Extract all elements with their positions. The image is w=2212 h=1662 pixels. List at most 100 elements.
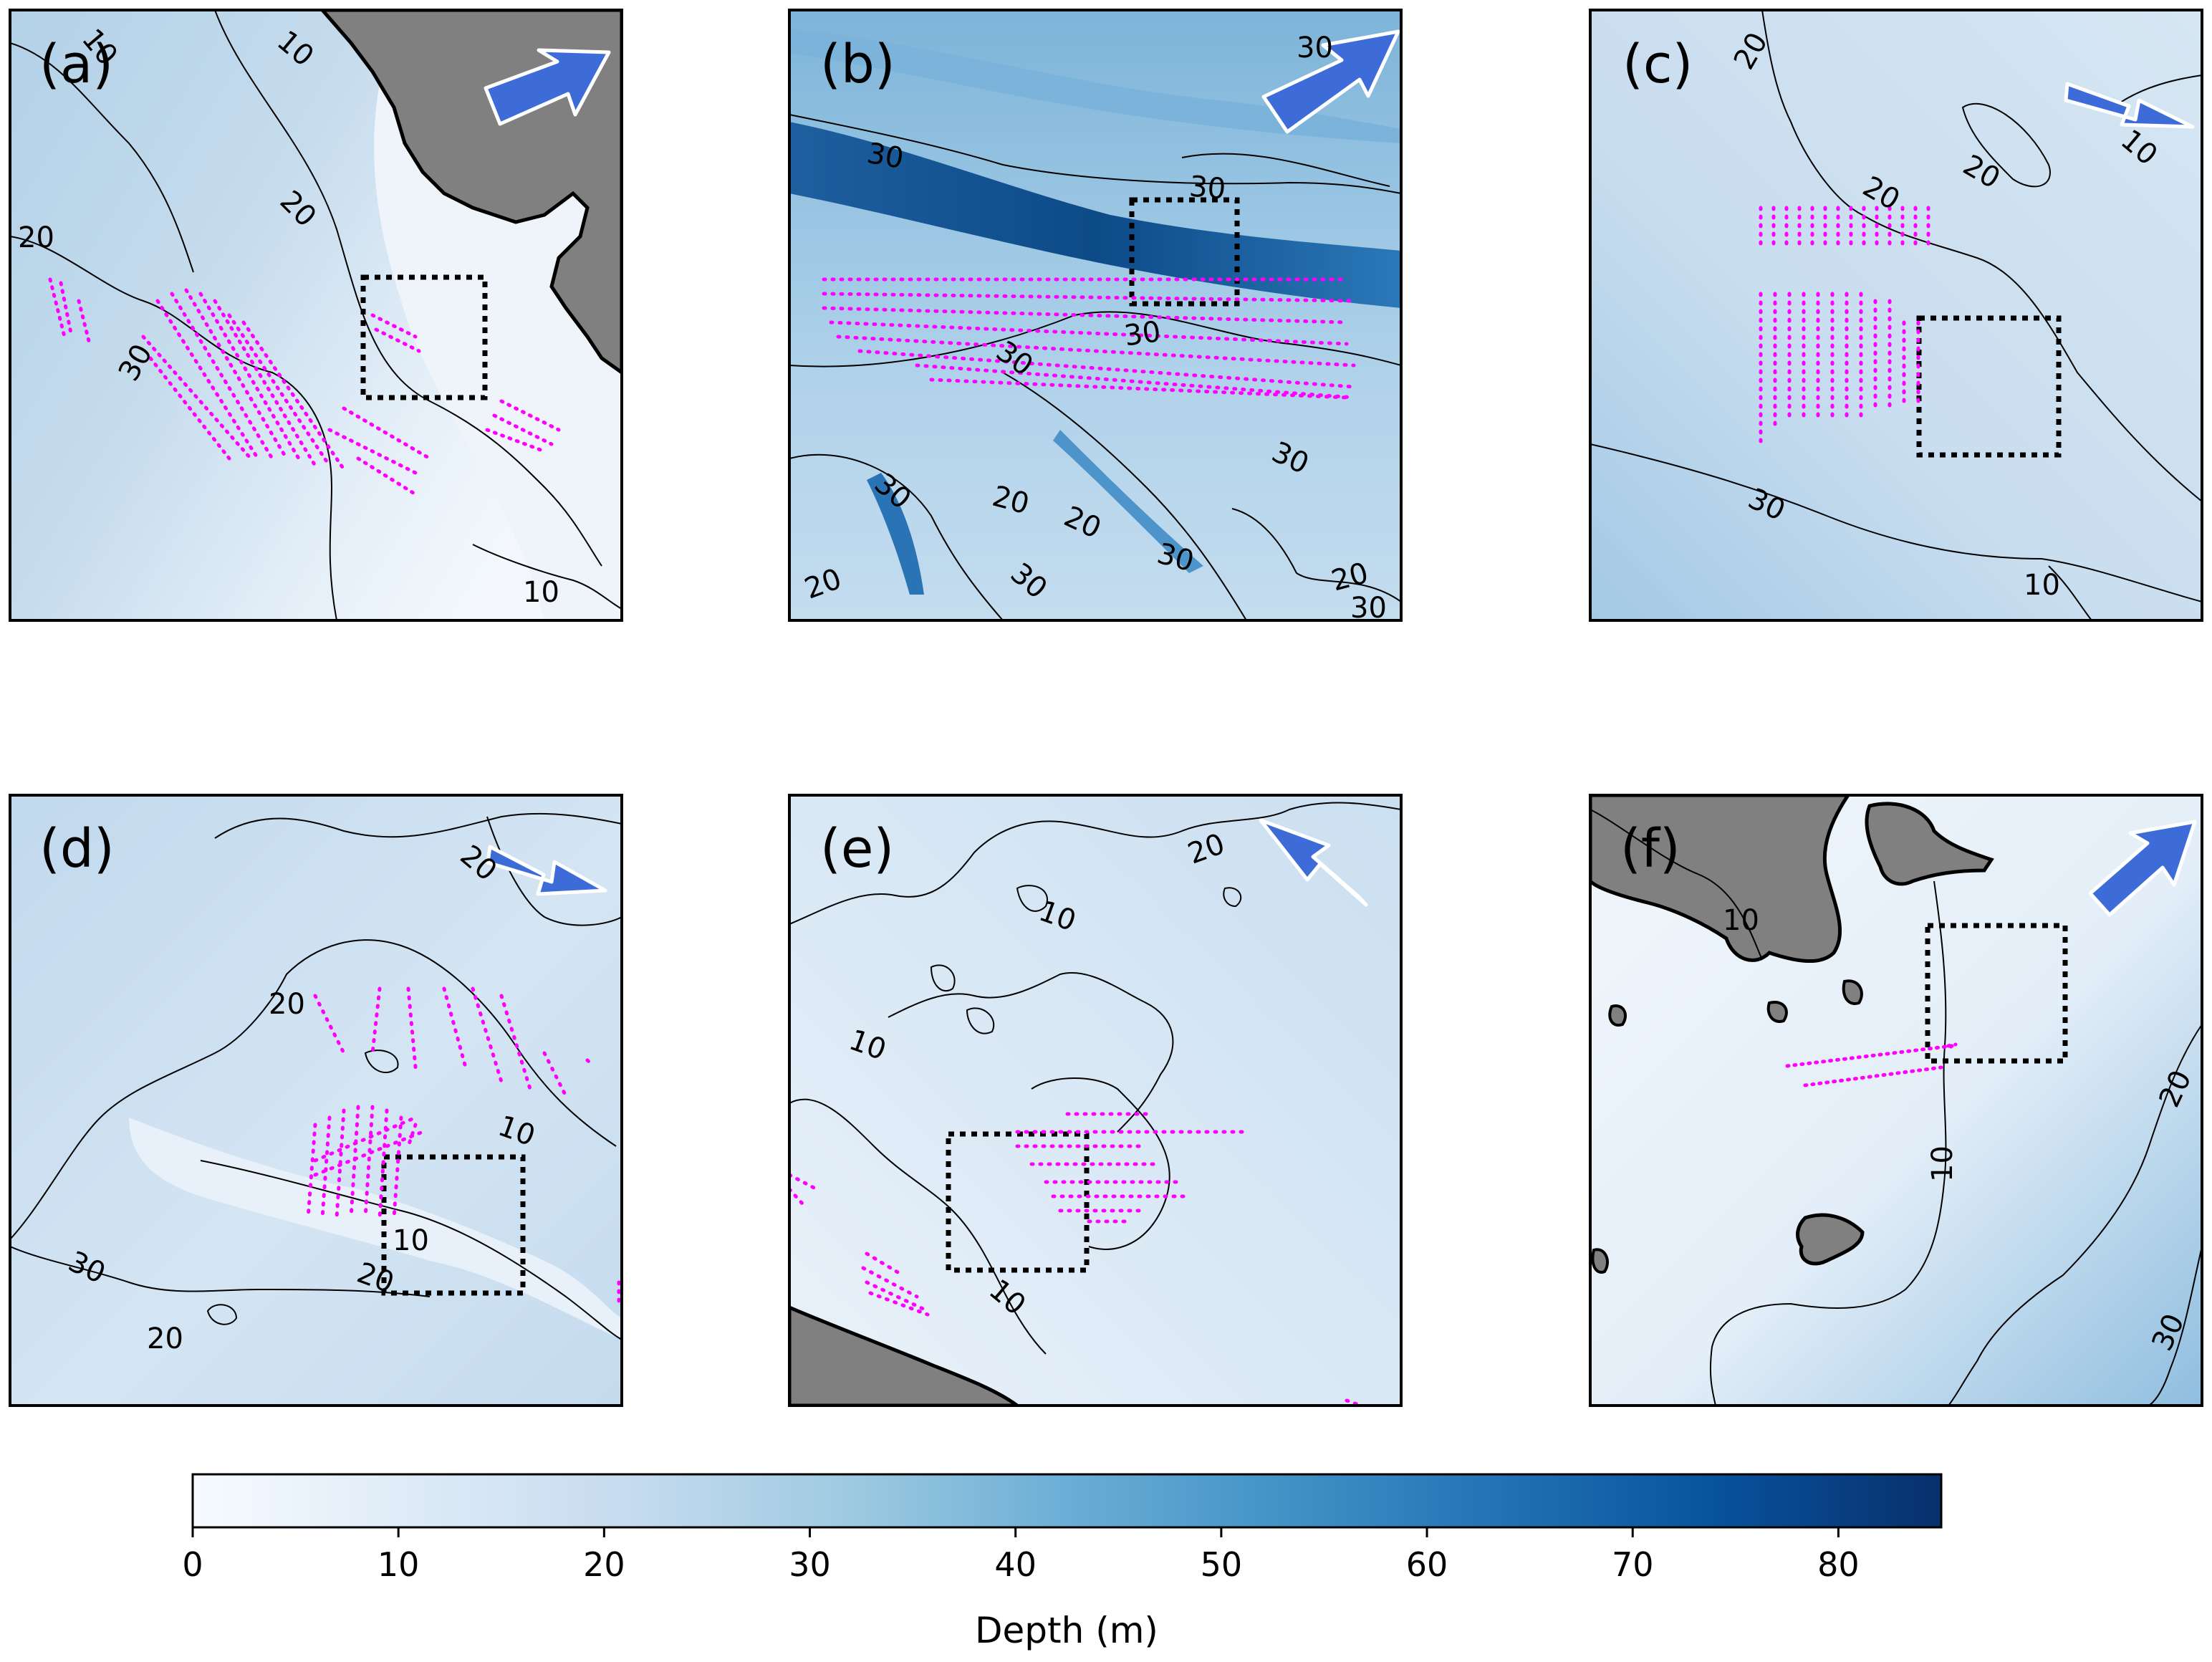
panel-label: (f) <box>1620 818 1680 880</box>
contour-line <box>10 1246 431 1297</box>
panel-frame <box>9 794 623 1407</box>
panel-f: 10 10 20 30 (f) <box>1589 794 2203 1407</box>
current-arrow <box>2088 820 2197 917</box>
land-mass <box>1608 1004 1627 1027</box>
contour-line <box>214 812 622 839</box>
contour-line <box>789 114 1401 194</box>
contour-label: 10 <box>1723 904 1759 937</box>
contour-line <box>1709 880 1947 1406</box>
current-arrow <box>486 845 607 896</box>
contour-label: 20 <box>18 221 54 254</box>
contour-line <box>214 10 602 567</box>
survey-points <box>789 1112 1363 1406</box>
current-arrow <box>2064 82 2195 129</box>
contour-line <box>200 1160 622 1340</box>
deep-channel <box>1053 430 1203 573</box>
panel-frame <box>1589 794 2203 1407</box>
contour-line <box>1181 153 1390 187</box>
survey-points <box>822 277 1356 400</box>
bathymetry-field <box>789 795 1401 1406</box>
contour-line <box>789 802 1401 925</box>
contour-line <box>364 1049 399 1074</box>
panel-frame <box>9 9 623 622</box>
contour-line <box>789 311 1401 368</box>
contour-line <box>1948 1024 2202 1406</box>
contour-line <box>1231 508 1401 602</box>
land-mass <box>1590 795 1851 963</box>
contour-line <box>2048 565 2092 620</box>
panel-label: (e) <box>820 818 894 880</box>
survey-points <box>306 986 621 1306</box>
land-mass <box>1865 802 1994 886</box>
contour-label: 10 <box>2024 569 2060 602</box>
panel-frame <box>1589 9 2203 622</box>
panel-frame <box>788 794 1403 1407</box>
land-mass <box>789 1305 1021 1406</box>
contour-line <box>10 42 194 273</box>
study-box <box>381 1154 526 1296</box>
study-box <box>1925 923 2068 1064</box>
land-mass <box>1591 1248 1609 1274</box>
contour-label: 30 <box>865 137 906 176</box>
contour-line <box>966 1007 995 1034</box>
colorbar-tick-label: 40 <box>994 1545 1037 1584</box>
contour-line <box>2148 1246 2202 1406</box>
contour-line <box>206 1304 238 1325</box>
study-box <box>360 274 488 400</box>
colorbar-tick-label: 60 <box>1406 1545 1448 1584</box>
deep-channel <box>789 29 1401 143</box>
contour-line <box>1016 885 1048 912</box>
panel-e: 20 10 10 10 (e) <box>788 794 1403 1407</box>
contour-line <box>1590 809 1763 961</box>
study-box <box>946 1131 1090 1273</box>
colorbar-gradient <box>191 1473 1943 1529</box>
contour-line <box>1761 10 2202 502</box>
colorbar-title: Depth (m) <box>975 1610 1158 1651</box>
survey-points <box>48 277 561 496</box>
contour-line <box>789 1098 1047 1355</box>
contour-line <box>2112 75 2202 108</box>
contour-line <box>1590 443 2202 602</box>
contour-line <box>472 544 622 610</box>
deep-channel <box>789 122 1401 308</box>
current-arrow <box>484 48 611 126</box>
survey-points <box>1785 1042 1958 1087</box>
contour-label: 30 <box>1297 32 1333 64</box>
deep-channel <box>867 473 924 595</box>
land-mass <box>1796 1213 1865 1266</box>
contour-line <box>930 964 956 992</box>
study-box <box>1916 315 2062 458</box>
panel-c: 20 20 20 10 30 10 (c) <box>1589 9 2203 622</box>
panel-label: (a) <box>39 34 113 95</box>
panel-b: 30 30 30 30 30 30 20 20 30 20 30 20 30 3… <box>788 9 1403 625</box>
colorbar-tick-label: 20 <box>583 1545 625 1584</box>
colorbar-tick-label: 50 <box>1201 1545 1243 1584</box>
colorbar: 0 10 20 30 40 50 60 70 80 Depth (m) <box>182 1473 1943 1651</box>
panel-a: 10 20 20 30 10 10 (a) <box>9 9 623 622</box>
contour-label: 10 <box>523 576 559 609</box>
shallow-band <box>129 1118 622 1340</box>
contour-label: 30 <box>1122 315 1163 353</box>
contour-label: 30 <box>1350 592 1387 625</box>
bathymetry-field <box>10 795 622 1406</box>
land-mass <box>1766 1001 1788 1023</box>
contour-line <box>789 453 1004 620</box>
colorbar-tick-label: 80 <box>1817 1545 1860 1584</box>
contour-label: 10 <box>393 1224 429 1257</box>
contour-label: 30 <box>1188 170 1227 206</box>
colorbar-tick-label: 30 <box>789 1545 831 1584</box>
panel-frame <box>788 9 1403 622</box>
contour-label: 10 <box>1926 1145 1959 1182</box>
contour-label: 20 <box>269 988 305 1021</box>
panel-label: (b) <box>820 34 895 95</box>
bathymetry-field <box>1590 10 2202 620</box>
colorbar-tick-label: 10 <box>378 1545 420 1584</box>
current-arrow <box>1259 818 1368 907</box>
current-arrow <box>1261 29 1400 134</box>
land-mass <box>1842 979 1863 1005</box>
colorbar-ticks: 0 10 20 30 40 50 60 70 80 <box>182 1527 1860 1584</box>
contour-line <box>1223 887 1242 908</box>
survey-points <box>1759 206 1930 446</box>
panel-label: (c) <box>1622 34 1693 95</box>
